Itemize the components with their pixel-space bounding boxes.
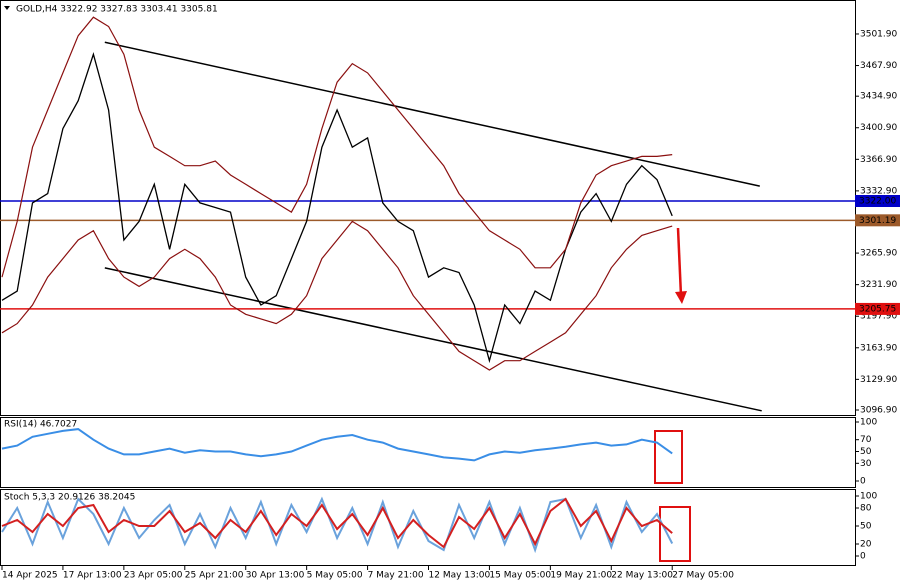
y-tick-label: 50 <box>860 447 872 457</box>
y-tick-label: 30 <box>860 459 872 469</box>
y-tick-label: 100 <box>860 418 877 428</box>
y-tick-label: 3096.90 <box>860 405 897 415</box>
y-tick-label: 3366.90 <box>860 155 897 165</box>
y-tick-label: 3434.90 <box>860 92 897 102</box>
highlight-box <box>659 506 691 562</box>
x-tick-label: 17 Apr 13:00 <box>63 571 122 581</box>
x-tick-label: 30 Apr 13:00 <box>246 571 305 581</box>
y-tick-label: 3197.90 <box>860 312 897 322</box>
y-tick-label: 0 <box>860 552 866 562</box>
x-tick-label: 7 May 21:00 <box>368 571 424 581</box>
level-tag <box>855 302 900 315</box>
level-tag <box>855 195 900 208</box>
y-tick-label: 20 <box>860 540 872 550</box>
x-tick-label: 23 Apr 05:00 <box>124 571 183 581</box>
y-tick-label: 3163.90 <box>860 343 897 353</box>
y-tick-label: 3501.90 <box>860 29 897 39</box>
series-line <box>1 428 673 462</box>
level-label: 3205.75 <box>859 304 896 314</box>
x-tick-label: 15 May 05:00 <box>489 571 551 581</box>
y-tick-label: 100 <box>860 492 877 502</box>
x-tick-label: 27 May 05:00 <box>672 571 734 581</box>
symbol-menu-icon[interactable] <box>4 6 10 10</box>
y-tick-label: 50 <box>860 522 872 532</box>
level-tag <box>855 214 900 227</box>
series-line <box>1 16 673 278</box>
x-tick-label: 14 Apr 2025 <box>2 571 58 581</box>
x-tick-label: 22 May 13:00 <box>611 571 673 581</box>
y-tick-label: 3332.90 <box>860 186 897 196</box>
y-tick-label: 70 <box>860 435 872 445</box>
x-tick-label: 5 May 05:00 <box>307 571 363 581</box>
y-tick-label: 3129.90 <box>860 375 897 385</box>
arrow-head <box>675 291 687 304</box>
rsi-panel <box>0 417 856 488</box>
chart-title: GOLD,H4 3322.92 3327.83 3303.41 3305.81 <box>16 5 218 15</box>
series-line <box>1 496 674 554</box>
y-tick-label: 3231.90 <box>860 280 897 290</box>
channel-line <box>104 41 760 187</box>
series-line <box>1 220 673 371</box>
series-line <box>1 52 673 364</box>
y-tick-label: 80 <box>860 504 872 514</box>
main-panel <box>0 0 856 416</box>
forecast-arrow <box>675 227 687 304</box>
arrow-shaft <box>676 227 683 297</box>
x-tick-label: 12 May 13:00 <box>429 571 491 581</box>
stoch-panel <box>0 489 856 566</box>
level-label: 3322.00 <box>859 197 896 207</box>
rsi-title: RSI(14) 46.7027 <box>4 420 77 430</box>
channel-line <box>104 267 762 412</box>
level-label: 3301.19 <box>859 216 896 226</box>
series-line <box>1 497 673 549</box>
y-tick-label: 3265.90 <box>860 249 897 259</box>
y-tick-label: 0 <box>860 477 866 487</box>
y-tick-label: 3400.90 <box>860 123 897 133</box>
y-tick-label: 3467.90 <box>860 61 897 71</box>
x-tick-label: 19 May 21:00 <box>550 571 612 581</box>
x-tick-label: 25 Apr 21:00 <box>185 571 244 581</box>
stoch-title: Stoch 5,3,3 20.9126 38.2045 <box>4 493 135 503</box>
highlight-box <box>654 430 683 484</box>
